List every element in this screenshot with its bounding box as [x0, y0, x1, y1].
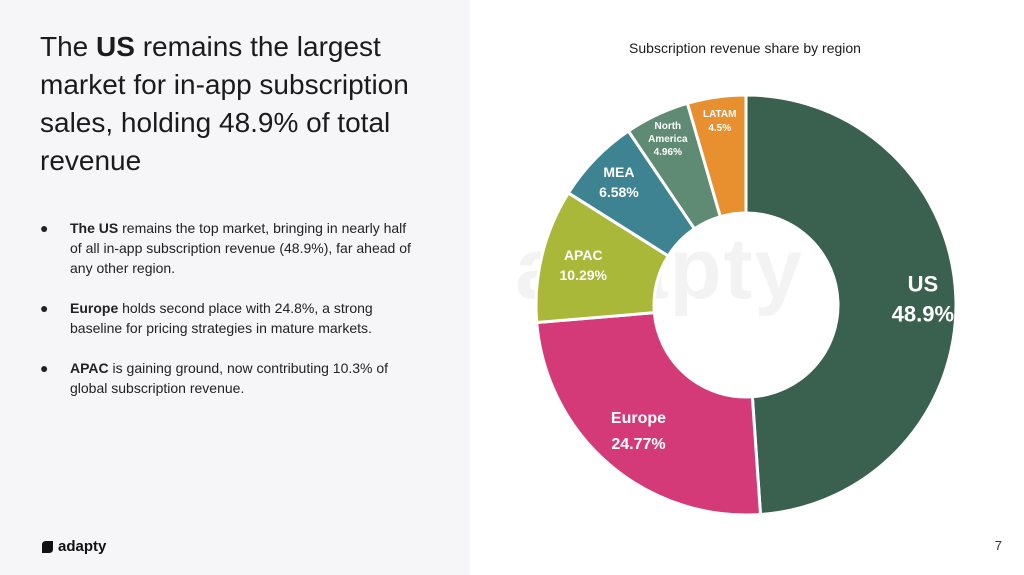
title-highlight: US [96, 31, 135, 62]
logo-text: adapty [58, 538, 107, 555]
slice-label-us: US 48.9% [892, 272, 954, 327]
title-text-end: remains the largest market for in-app su… [40, 31, 409, 176]
key-point-bold: APAC [70, 360, 109, 376]
slice-label-north-america: North America 4.96% [648, 121, 688, 158]
key-point: ● The US remains the top market, bringing… [40, 218, 420, 278]
key-point-bold: The US [70, 220, 119, 236]
slice-europe [535, 311, 763, 517]
key-point: ● APAC is gaining ground, now contributin… [40, 358, 420, 398]
slice-latam [685, 93, 748, 219]
text-panel: The US remains the largest market for in… [0, 0, 470, 575]
key-points-list: ● The US remains the top market, bringing… [40, 218, 420, 418]
key-point-bold: Europe [70, 300, 119, 316]
page-title: The US remains the largest market for in… [40, 28, 440, 180]
key-point-text: holds second place with 24.8%, a strong … [70, 300, 373, 336]
logo-icon [42, 540, 53, 553]
page-number: 7 [994, 538, 1002, 553]
key-point-text: remains the top market, bringing in near… [70, 220, 411, 276]
bullet-icon: ● [40, 360, 49, 376]
key-point: ● Europe holds second place with 24.8%, a… [40, 298, 420, 338]
bullet-icon: ● [40, 220, 49, 236]
bullet-icon: ● [40, 300, 49, 316]
title-text-start: The [40, 31, 97, 62]
slice-label-mea: MEA 6.58% [599, 164, 639, 200]
slice-label-latam: LATAM 4.5% [703, 109, 737, 134]
key-point-text: is gaining ground, now contributing 10.3… [70, 360, 389, 396]
slice-label-apac: APAC 10.29% [560, 247, 608, 283]
brand-logo: adapty [40, 538, 106, 555]
chart-title: Subscription revenue share by region [629, 40, 861, 56]
slice-us [744, 93, 958, 516]
slice-label-europe: Europe 24.77% [611, 410, 666, 453]
